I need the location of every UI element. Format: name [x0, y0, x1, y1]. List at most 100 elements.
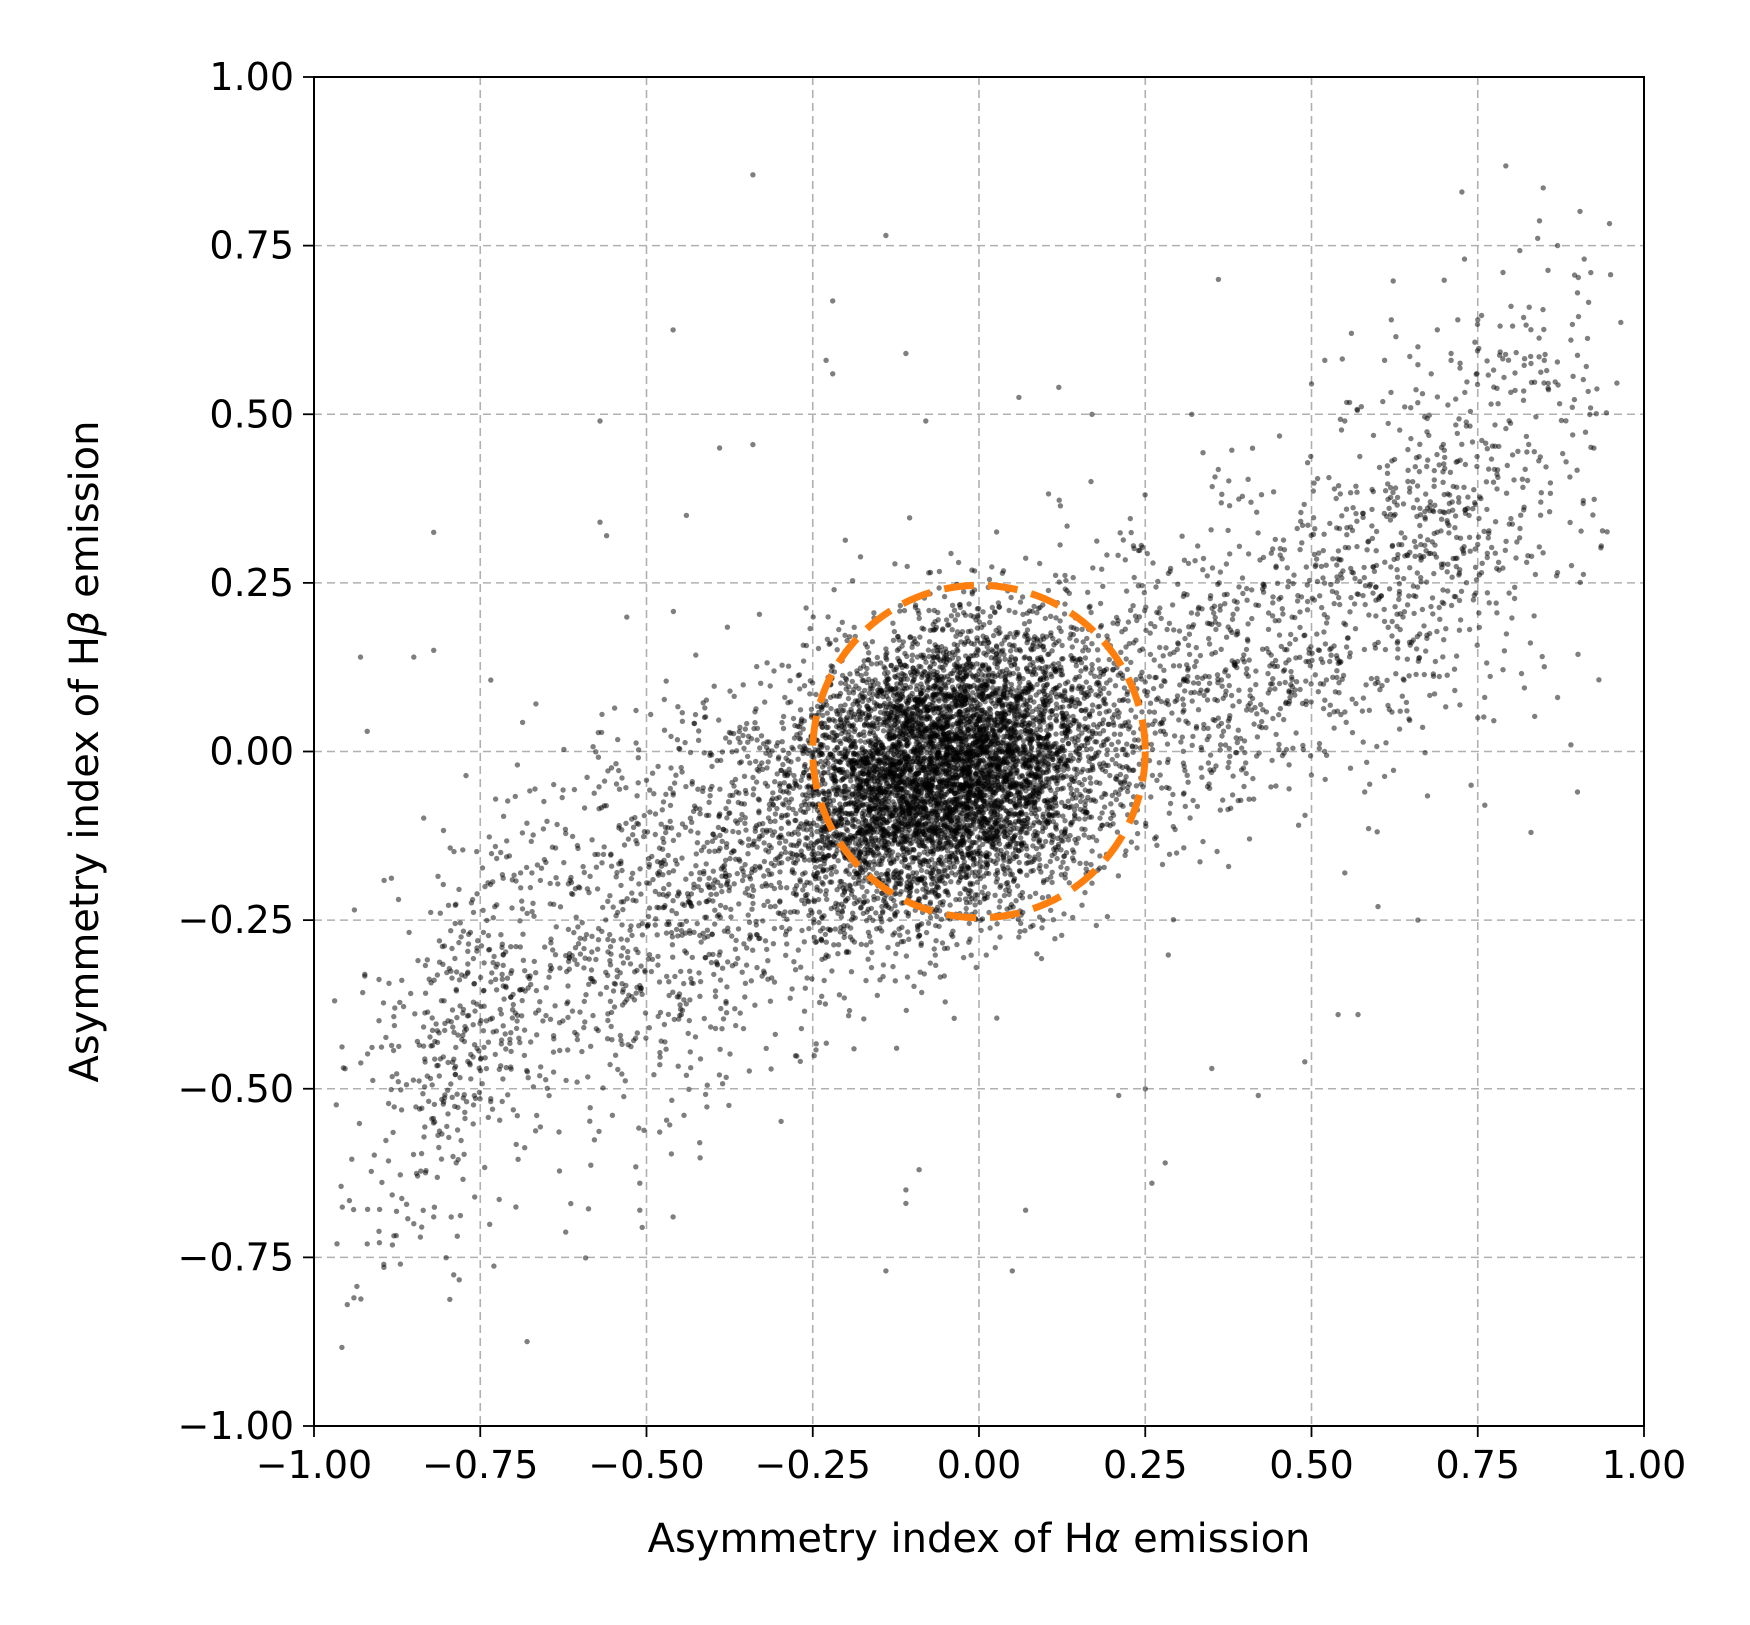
scatter-point [655, 763, 661, 770]
scatter-point [565, 999, 571, 1005]
scatter-point [1016, 859, 1022, 866]
scatter-point [1082, 816, 1088, 822]
scatter-point [1587, 411, 1593, 418]
scatter-point [899, 859, 905, 865]
scatter-point [722, 857, 729, 863]
scatter-point [1082, 826, 1088, 833]
scatter-point [798, 1025, 805, 1032]
scatter-point [582, 955, 588, 961]
scatter-point [633, 898, 639, 904]
scatter-point [577, 935, 583, 941]
scatter-point [548, 940, 554, 946]
scatter-point [723, 998, 729, 1005]
scatter-point [1119, 764, 1126, 771]
scatter-point [572, 945, 579, 951]
scatter-point [1093, 779, 1100, 785]
scatter-point [543, 1077, 549, 1083]
scatter-point [523, 864, 530, 871]
scatter-point [811, 920, 817, 926]
scatter-point [694, 920, 700, 927]
scatter-point [1285, 578, 1292, 584]
scatter-point [1327, 520, 1333, 527]
scatter-point [509, 968, 515, 974]
scatter-point [1113, 614, 1120, 621]
scatter-point [1537, 512, 1544, 518]
scatter-point [524, 1338, 530, 1345]
scatter-point [1177, 682, 1183, 688]
scatter-point [1286, 786, 1292, 792]
scatter-point [1489, 544, 1495, 551]
scatter-point [726, 739, 733, 745]
scatter-point [813, 691, 819, 698]
scatter-point [428, 909, 434, 916]
scatter-point [1369, 506, 1375, 513]
scatter-point [1397, 626, 1403, 633]
scatter-point [919, 674, 925, 680]
scatter-point [828, 879, 835, 885]
scatter-point [550, 1069, 557, 1075]
scatter-point [1081, 776, 1088, 783]
scatter-point [893, 950, 899, 957]
scatter-point [926, 653, 932, 660]
scatter-point [780, 801, 786, 807]
scatter-point [822, 931, 829, 938]
scatter-point [1176, 717, 1182, 723]
scatter-point [679, 718, 686, 724]
scatter-point [1258, 701, 1264, 708]
scatter-point [1397, 611, 1403, 617]
scatter-point [708, 959, 715, 966]
scatter-point [623, 982, 629, 989]
scatter-point [750, 792, 756, 798]
scatter-point [819, 993, 825, 999]
scatter-point [881, 711, 887, 717]
scatter-point [1452, 687, 1458, 694]
scatter-point [572, 1029, 578, 1036]
scatter-point [1213, 626, 1219, 633]
scatter-point [470, 1102, 477, 1108]
scatter-point [1406, 489, 1413, 495]
scatter-point [677, 746, 683, 752]
scatter-point [1404, 656, 1411, 662]
scatter-point [934, 873, 940, 879]
scatter-point [1063, 577, 1069, 584]
scatter-point [436, 938, 443, 944]
scatter-point [500, 875, 506, 881]
scatter-point [639, 1224, 645, 1231]
scatter-point [502, 1031, 508, 1037]
scatter-point [1008, 654, 1014, 660]
scatter-point [660, 891, 666, 898]
scatter-point [452, 1103, 458, 1110]
scatter-point [519, 719, 526, 726]
scatter-point [765, 867, 771, 874]
scatter-point [1310, 488, 1317, 494]
scatter-point [1512, 387, 1518, 394]
scatter-point [1504, 462, 1511, 469]
scatter-point [1086, 692, 1092, 698]
scatter-point [1226, 503, 1233, 509]
scatter-point [1021, 655, 1027, 661]
scatter-point [432, 1056, 438, 1062]
scatter-point [1366, 612, 1372, 618]
scatter-point [658, 821, 664, 827]
scatter-point [1305, 522, 1311, 528]
scatter-point [448, 928, 454, 934]
scatter-point [1440, 479, 1446, 485]
scatter-point [702, 705, 708, 711]
scatter-point [1166, 810, 1173, 816]
scatter-point [965, 638, 972, 644]
scatter-point [458, 1137, 464, 1144]
scatter-point [1107, 772, 1113, 779]
scatter-point [618, 860, 624, 867]
scatter-point [1034, 610, 1040, 616]
scatter-point [655, 1013, 661, 1020]
scatter-point [670, 989, 676, 995]
scatter-point [646, 952, 653, 958]
scatter-point [1178, 739, 1184, 745]
scatter-point [1396, 541, 1402, 548]
scatter-point [1082, 889, 1088, 896]
scatter-point [719, 838, 725, 844]
scatter-point [1049, 852, 1055, 859]
scatter-point [534, 862, 541, 868]
scatter-point [1042, 615, 1049, 622]
scatter-point [1374, 675, 1380, 681]
